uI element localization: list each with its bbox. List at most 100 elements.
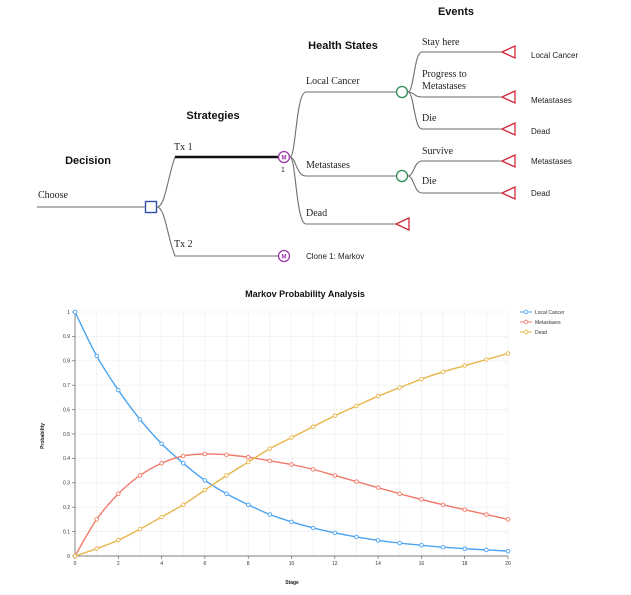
markov-chart: Markov Probability Analysis Stage Probab… [40, 289, 565, 586]
data-point-metastases[interactable] [267, 458, 273, 464]
tx1-connector [156, 156, 176, 208]
data-point-metastases[interactable] [116, 491, 121, 497]
data-point-local-cancer[interactable] [159, 441, 164, 447]
data-point-dead[interactable] [137, 526, 143, 532]
data-point-local-cancer[interactable] [462, 546, 467, 551]
data-point-metastases[interactable] [180, 453, 186, 459]
event-progress-line2: Metastases [422, 81, 466, 92]
data-point-dead[interactable] [180, 502, 186, 508]
legend-item-local-cancer[interactable]: Local Cancer [520, 310, 565, 316]
data-point-local-cancer[interactable] [180, 461, 186, 466]
x-axis-label: Stage [285, 580, 299, 586]
data-point-local-cancer[interactable] [267, 512, 273, 517]
data-point-metastases[interactable] [159, 461, 164, 466]
data-point-dead[interactable] [397, 385, 403, 390]
data-point-dead[interactable] [462, 363, 467, 368]
data-point-dead[interactable] [202, 487, 208, 493]
data-point-local-cancer[interactable] [94, 353, 99, 359]
data-point-metastases[interactable] [94, 517, 99, 522]
event-die-meta: Die [422, 176, 437, 187]
chance-node-local-cancer[interactable] [395, 85, 409, 99]
data-point-dead[interactable] [267, 446, 273, 451]
legend-swatch-marker [523, 309, 529, 315]
data-point-dead[interactable] [354, 403, 359, 409]
event-progress-line1: Progress to [422, 69, 467, 80]
data-point-local-cancer[interactable] [245, 502, 251, 508]
data-point-dead[interactable] [116, 537, 121, 543]
header-strategies: Strategies [186, 110, 239, 122]
data-point-local-cancer[interactable] [310, 525, 316, 531]
data-point-local-cancer[interactable] [440, 544, 446, 550]
terminal-progress[interactable] [500, 89, 516, 105]
terminal-dead-state[interactable] [394, 216, 410, 232]
state-dead: Dead [306, 208, 327, 219]
terminal-survive[interactable] [500, 153, 516, 169]
data-point-local-cancer[interactable] [332, 530, 338, 536]
event-branch-die-local [407, 91, 503, 130]
data-point-metastases[interactable] [202, 451, 208, 457]
markov-node-tx2[interactable]: M [277, 249, 291, 263]
data-point-dead[interactable] [419, 376, 424, 382]
data-point-local-cancer[interactable] [116, 387, 121, 393]
data-point-local-cancer[interactable] [484, 547, 489, 553]
markov-glyph-tx1: M [282, 156, 287, 162]
outcome-survive: Metastases [531, 157, 572, 166]
x-tick-label: 0 [74, 561, 77, 567]
x-tick-label: 6 [204, 561, 207, 567]
data-point-local-cancer[interactable] [72, 309, 78, 315]
data-point-local-cancer[interactable] [505, 548, 511, 554]
legend-item-dead[interactable]: Dead [520, 330, 547, 336]
data-point-local-cancer[interactable] [419, 543, 424, 548]
event-die-local: Die [422, 113, 437, 124]
data-point-dead[interactable] [375, 393, 381, 399]
chance-node-metastases[interactable] [395, 169, 409, 183]
data-point-metastases[interactable] [462, 507, 467, 512]
decision-tree: Events Health States Strategies Decision… [37, 6, 578, 263]
data-point-metastases[interactable] [354, 479, 359, 484]
data-point-dead[interactable] [94, 546, 99, 551]
data-point-metastases[interactable] [419, 497, 424, 502]
data-point-dead[interactable] [505, 351, 511, 356]
data-point-dead[interactable] [245, 459, 251, 465]
terminal-die-local[interactable] [500, 121, 516, 137]
data-point-dead[interactable] [440, 369, 446, 375]
data-point-dead[interactable] [332, 413, 338, 418]
data-point-local-cancer[interactable] [224, 491, 229, 497]
data-point-dead[interactable] [224, 473, 229, 478]
data-point-dead[interactable] [310, 424, 316, 429]
data-point-metastases[interactable] [375, 485, 381, 490]
data-point-metastases[interactable] [505, 517, 511, 522]
data-point-metastases[interactable] [289, 462, 294, 467]
data-point-local-cancer[interactable] [397, 540, 403, 546]
y-tick-label: 0.7 [63, 383, 70, 389]
data-point-metastases[interactable] [224, 452, 229, 457]
data-point-local-cancer[interactable] [375, 538, 381, 543]
data-point-dead[interactable] [289, 435, 294, 440]
data-point-metastases[interactable] [484, 512, 489, 517]
terminal-stay[interactable] [500, 44, 516, 60]
data-point-local-cancer[interactable] [202, 478, 208, 483]
legend-item-metastases[interactable]: Metastases [520, 320, 561, 326]
data-point-metastases[interactable] [245, 454, 251, 460]
event-branch-stay [407, 51, 503, 93]
markov-node-tx1[interactable]: M [277, 150, 291, 164]
data-point-local-cancer[interactable] [354, 534, 359, 540]
y-tick-label: 0.9 [63, 334, 70, 340]
data-point-metastases[interactable] [310, 467, 316, 472]
data-point-dead[interactable] [72, 553, 78, 559]
data-point-metastases[interactable] [332, 473, 338, 478]
legend-label: Metastases [535, 320, 561, 326]
data-point-local-cancer[interactable] [289, 519, 294, 525]
y-tick-label: 1 [67, 310, 70, 316]
data-point-dead[interactable] [484, 357, 489, 362]
data-point-dead[interactable] [159, 514, 164, 520]
markov-node-tx1-sub: 1 [281, 167, 285, 174]
data-point-metastases[interactable] [397, 491, 403, 497]
data-point-local-cancer[interactable] [137, 417, 143, 422]
y-tick-label: 0.3 [63, 481, 70, 487]
data-point-metastases[interactable] [137, 473, 143, 478]
data-point-metastases[interactable] [440, 502, 446, 508]
decision-node[interactable] [144, 200, 158, 214]
outcome-progress: Metastases [531, 96, 572, 105]
terminal-die-meta[interactable] [500, 185, 516, 201]
